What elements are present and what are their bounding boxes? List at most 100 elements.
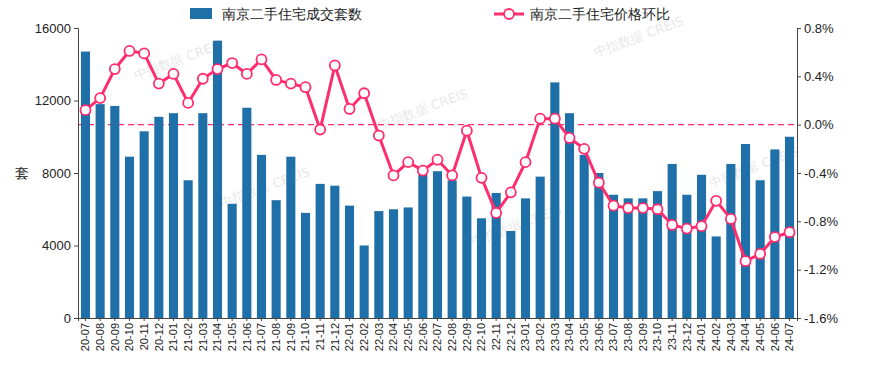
tick-mark (276, 318, 277, 321)
bar (785, 137, 794, 318)
marker (418, 166, 428, 176)
bar (110, 106, 119, 318)
tick-label: 22-12 (505, 323, 517, 351)
marker (462, 126, 472, 136)
tick-mark (85, 318, 86, 321)
tick: -0.8% (797, 214, 838, 229)
bar (184, 180, 193, 318)
tick-mark (74, 318, 78, 319)
tick: 22-08 (446, 318, 458, 351)
tick: 23-08 (622, 318, 634, 351)
tick-mark (378, 318, 379, 321)
tick: 23-12 (681, 318, 693, 351)
marker (785, 227, 795, 237)
tick-label: 22-08 (446, 323, 458, 351)
bar (653, 191, 662, 318)
marker (755, 249, 765, 259)
tick-mark (202, 318, 203, 321)
tick-label: 24-03 (725, 323, 737, 351)
marker (271, 75, 281, 85)
tick-mark (797, 28, 801, 29)
tick: 4000 (42, 238, 78, 253)
marker (344, 104, 354, 114)
bar (624, 198, 633, 318)
tick-label: 22-02 (358, 323, 370, 351)
tick: 21-09 (285, 318, 297, 351)
tick-label: 21-04 (211, 323, 223, 351)
tick: 24-04 (739, 318, 751, 351)
tick-label: 0 (64, 311, 71, 326)
tick: 21-11 (314, 318, 326, 350)
tick-mark (74, 173, 78, 174)
marker (491, 208, 501, 218)
bar (638, 198, 647, 318)
marker (95, 93, 105, 103)
tick-mark (246, 318, 247, 321)
tick: 22-02 (358, 318, 370, 351)
tick-mark (730, 318, 731, 321)
tick-label: 22-03 (373, 323, 385, 351)
y-axis-title: 套 (15, 165, 29, 181)
tick: 20-10 (123, 318, 135, 351)
tick-mark (129, 318, 130, 321)
tick: 23-06 (593, 318, 605, 351)
tick-label: 8000 (42, 166, 71, 181)
tick-mark (496, 318, 497, 321)
tick-mark (774, 318, 775, 321)
tick-label: 22-07 (431, 323, 443, 351)
tick-label: -0.4% (804, 166, 838, 181)
tick-label: 21-02 (182, 323, 194, 351)
marker (550, 114, 560, 124)
tick: 21-08 (270, 318, 282, 351)
marker (433, 155, 443, 165)
tick: 23-09 (637, 318, 649, 351)
bar (198, 113, 207, 318)
bar (96, 104, 105, 318)
bar (448, 180, 457, 318)
tick-label: -0.8% (804, 214, 838, 229)
bar (433, 171, 442, 318)
tick: 24-05 (754, 318, 766, 351)
tick-mark (569, 318, 570, 321)
tick-mark (642, 318, 643, 321)
tick: 23-07 (607, 318, 619, 351)
bar (316, 184, 325, 318)
legend: 南京二手住宅成交套数南京二手住宅价格环比 (190, 6, 670, 22)
marker (198, 74, 208, 84)
marker (124, 46, 134, 56)
tick: -1.6% (797, 311, 838, 326)
tick: 21-06 (241, 318, 253, 351)
bar (242, 108, 251, 318)
tick-label: 23-12 (681, 323, 693, 351)
tick-label: 21-11 (314, 323, 326, 350)
legend-swatch (190, 8, 212, 19)
tick-mark (797, 76, 801, 77)
tick-label: 23-11 (666, 323, 678, 350)
bar (374, 211, 383, 318)
tick-mark (144, 318, 145, 321)
axis-line (798, 29, 802, 319)
tick: -1.2% (797, 262, 838, 277)
tick: 8000 (42, 166, 78, 181)
reference-line (78, 124, 797, 125)
marker (403, 157, 413, 167)
tick-label: -1.2% (804, 262, 838, 277)
tick-mark (173, 318, 174, 321)
bar (345, 206, 354, 318)
tick-label: 23-10 (651, 323, 663, 351)
marker (638, 203, 648, 213)
bar (418, 175, 427, 318)
tick-label: 24-07 (783, 323, 795, 351)
marker (388, 170, 398, 180)
tick-label: 23-07 (607, 323, 619, 351)
marker (286, 79, 296, 89)
tick-mark (74, 28, 78, 29)
tick-mark (797, 173, 801, 174)
tick: 21-03 (197, 318, 209, 351)
tick: 22-10 (475, 318, 487, 351)
tick-mark (290, 318, 291, 321)
tick-label: 23-05 (578, 323, 590, 351)
tick-label: 20-11 (138, 323, 150, 350)
marker (741, 256, 751, 266)
marker (256, 54, 266, 64)
